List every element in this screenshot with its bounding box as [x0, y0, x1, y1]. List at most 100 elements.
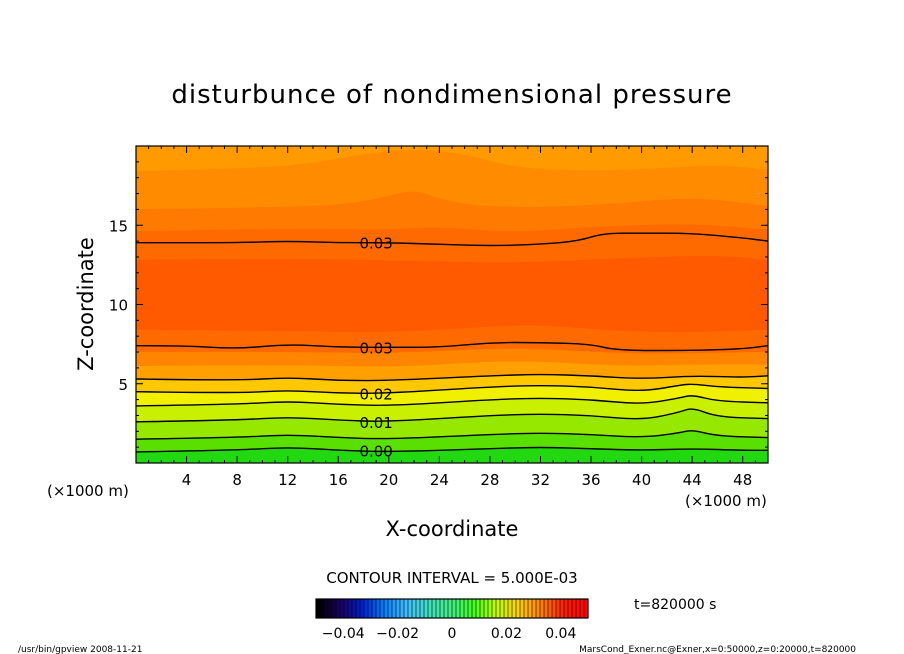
x-axis-ticks: 4 8 12 16 20 24 28 32 36 40 44 48 [148, 146, 756, 489]
colorbar-cell [524, 599, 529, 618]
colorbar-cell [544, 599, 549, 618]
colorbar-cell [368, 599, 373, 618]
colorbar-cell [388, 599, 393, 618]
colorbar-cell [504, 599, 509, 618]
colorbar-cell [384, 599, 389, 618]
colorbar-cell [560, 599, 565, 618]
contour-label-3: 0.01 [359, 414, 392, 432]
colorbar-cell [548, 599, 553, 618]
x-tick-label-4: 20 [379, 471, 398, 489]
colorbar-cell [576, 599, 581, 618]
colorbar-cell [572, 599, 577, 618]
x-tick-label-3: 16 [329, 471, 348, 489]
colorbar-cell [516, 599, 521, 618]
contour-line-7 [136, 232, 768, 247]
colorbar-cell [528, 599, 533, 618]
y-tick-label-1: 10 [109, 297, 128, 315]
contour-labels: 0.03 0.03 0.02 0.01 0.00 [359, 235, 392, 461]
colorbar-cell [468, 599, 473, 618]
colorbar-cell [472, 599, 477, 618]
colorbar-cell [332, 599, 337, 618]
colorbar-cell [376, 599, 381, 618]
colorbar-cell [420, 599, 425, 618]
colorbar-cell [364, 599, 369, 618]
x-axis-label: X-coordinate [386, 517, 519, 541]
contour-label-4: 0.00 [359, 442, 392, 460]
time-text: t=820000 s [634, 597, 716, 613]
chart-title: disturbunce of nondimensional pressure [171, 80, 732, 110]
colorbar-cell [412, 599, 417, 618]
plot-area: 0.030.030.020.010.00 4 8 12 16 20 24 28 32 36 40 4… [109, 145, 769, 489]
colorbar-cell [320, 599, 325, 618]
x-tick-label-1: 8 [232, 471, 242, 489]
colorbar-cell [400, 599, 405, 618]
colorbar-cell [404, 599, 409, 618]
colorbar-tick-label-2: 0 [448, 626, 457, 642]
x-tick-label-10: 44 [683, 471, 702, 489]
y-axis-ticks: 5 10 15 [109, 161, 768, 448]
colorbar-cell [340, 599, 345, 618]
colorbar-cell [580, 599, 585, 618]
contour-lines [136, 232, 768, 453]
colorbar-cell [508, 599, 513, 618]
colorbar-cell [408, 599, 413, 618]
colorbar-cell [552, 599, 557, 618]
colorbar-cell [564, 599, 569, 618]
colorbar-cell [452, 599, 457, 618]
contour-label-0: 0.03 [359, 235, 392, 253]
colorbar-cell [584, 599, 589, 618]
colorbar-cell [352, 599, 357, 618]
x-tick-label-6: 28 [480, 471, 499, 489]
colorbar-cell [464, 599, 469, 618]
contour-line-3 [136, 395, 768, 407]
colorbar-cell [360, 599, 365, 618]
colorbar-cell [532, 599, 537, 618]
contour-line-4 [136, 383, 768, 395]
colorbar-cell [448, 599, 453, 618]
y-tick-label-2: 15 [109, 217, 128, 235]
colorbar-cell [492, 599, 497, 618]
colorbar-cell [380, 599, 385, 618]
colorbar-cell [484, 599, 489, 618]
colorbar-cell [480, 599, 485, 618]
colorbar-tick-label-1: −0.02 [376, 626, 419, 642]
colorbar-tick-label-3: 0.02 [491, 626, 522, 642]
x-tick-label-7: 32 [531, 471, 550, 489]
footer-left: /usr/bin/gpview 2008-11-21 [18, 645, 142, 654]
colorbar-cell [512, 599, 517, 618]
colorbar-cell [432, 599, 437, 618]
contour-line-5 [136, 373, 768, 382]
colorbar-cell [416, 599, 421, 618]
x-unit-label-left: (×1000 m) [47, 482, 129, 500]
colorbar-cell [440, 599, 445, 618]
colorbar-cell [336, 599, 341, 618]
colorbar [315, 598, 589, 619]
colorbar-cell [356, 599, 361, 618]
x-tick-label-11: 48 [733, 471, 752, 489]
x-tick-label-8: 36 [581, 471, 600, 489]
x-unit-label-right: (×1000 m) [685, 492, 767, 510]
colorbar-cell [500, 599, 505, 618]
colorbar-frame [315, 598, 589, 619]
colorbar-cell [568, 599, 573, 618]
colorbar-cell [324, 599, 329, 618]
colorbar-cell [396, 599, 401, 618]
y-tick-label-0: 5 [118, 376, 128, 394]
contour-line-1 [136, 430, 768, 440]
footer-right: MarsCond_Exner.nc@Exner,x=0:50000,z=0:20… [579, 645, 856, 654]
colorbar-cell [476, 599, 481, 618]
colorbar-tick-label-0: −0.04 [322, 626, 365, 642]
contour-line-6 [136, 341, 768, 352]
x-tick-label-2: 12 [278, 471, 297, 489]
y-axis-label: Z-coordinate [74, 237, 98, 371]
colorbar-cell [424, 599, 429, 618]
contour-label-1: 0.03 [359, 339, 392, 357]
x-tick-label-5: 24 [430, 471, 449, 489]
colorbar-cell [428, 599, 433, 618]
colorbar-cell [496, 599, 501, 618]
colorbar-tick-labels: −0.04 −0.02 0 0.02 0.04 [322, 626, 577, 642]
contour-label-2: 0.02 [359, 385, 392, 403]
colorbar-cell [488, 599, 493, 618]
colorbar-cell [436, 599, 441, 618]
